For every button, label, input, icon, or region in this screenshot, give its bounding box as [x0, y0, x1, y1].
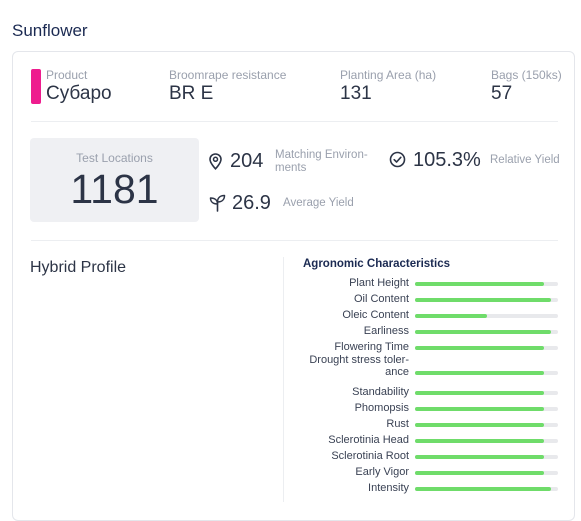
- matching-environments-value: 204: [230, 150, 264, 172]
- trait-bar-track: [415, 391, 558, 395]
- trait-bar-fill: [415, 346, 544, 350]
- trait-label: Rust: [386, 418, 409, 430]
- trait-label: Plant Height: [349, 277, 409, 289]
- stats-divider: [31, 240, 558, 241]
- trait-label: Standability: [352, 386, 409, 398]
- trait-label: Sclerotinia Root: [331, 450, 409, 462]
- trait-bar-track: [415, 487, 558, 491]
- agronomic-title: Agronomic Characteristics: [303, 258, 450, 270]
- check-circle-icon: [389, 151, 406, 168]
- section-divider: [283, 257, 284, 502]
- location-pin-icon: [209, 153, 222, 170]
- trait-bar-track: [415, 282, 558, 286]
- product-accent-bar: [31, 69, 41, 104]
- trait-bar-fill: [415, 391, 544, 395]
- trait-bar-fill: [415, 371, 544, 375]
- trait-bar-fill: [415, 455, 544, 459]
- trait-bar-track: [415, 439, 558, 443]
- test-locations-label: Test Locations: [76, 151, 153, 165]
- trait-bar-track: [415, 371, 558, 375]
- test-locations-box: Test Locations 1181: [30, 138, 199, 222]
- trait-label-line2: ance: [385, 366, 409, 378]
- trait-label: Phomopsis: [354, 402, 409, 414]
- hybrid-profile-title: Hybrid Profile: [30, 259, 127, 276]
- trait-label: Earliness: [363, 325, 409, 337]
- trait-bar-track: [415, 330, 558, 334]
- trait-bar-fill: [415, 282, 544, 286]
- page-title: Sunflower: [12, 21, 88, 40]
- trait-bar-track: [415, 471, 558, 475]
- matching-environments-label-line2: ments: [275, 162, 307, 174]
- trait-bar-fill: [415, 423, 544, 427]
- trait-bar-track: [415, 314, 558, 318]
- trait-label: Early Vigor: [355, 466, 409, 478]
- trait-bar-fill: [415, 330, 551, 334]
- trait-label: Intensity: [368, 482, 409, 494]
- sprout-icon: [209, 194, 226, 212]
- average-yield-value: 26.9: [232, 192, 271, 214]
- trait-label: Drought stress toler-ance: [303, 354, 409, 378]
- trait-bar-track: [415, 455, 558, 459]
- trait-bar-track: [415, 407, 558, 411]
- planting-area-label: Planting Area (ha): [340, 68, 437, 82]
- trait-label: Sclerotinia Head: [328, 434, 409, 446]
- test-locations-value: 1181: [70, 166, 159, 212]
- planting-area-value: 131: [340, 83, 372, 104]
- matching-environments-label-line1: Matching Environ-: [275, 149, 368, 161]
- relative-yield-label: Relative Yield: [490, 154, 560, 166]
- trait-label: Oleic Content: [342, 309, 409, 321]
- product-label: Product: [46, 68, 88, 82]
- trait-bar-fill: [415, 407, 544, 411]
- trait-bar-track: [415, 346, 558, 350]
- trait-bar-fill: [415, 298, 551, 302]
- relative-yield-value: 105.3%: [413, 149, 481, 171]
- trait-label: Oil Content: [353, 293, 409, 305]
- bags-value: 57: [491, 83, 513, 104]
- product-value: Субаро: [46, 83, 112, 104]
- broomrape-label: Broomrape resistance: [169, 68, 287, 82]
- trait-bar-track: [415, 298, 558, 302]
- trait-label: Flowering Time: [334, 341, 409, 353]
- broomrape-value: BR E: [169, 83, 214, 104]
- average-yield-label: Average Yield: [283, 197, 354, 209]
- trait-bar-fill: [415, 487, 551, 491]
- trait-bar-track: [415, 423, 558, 427]
- hybrid-card: Product Субаро Broomrape resistance BR E…: [12, 51, 575, 521]
- bags-label: Bags (150ks): [491, 68, 562, 82]
- trait-label-line1: Drought stress toler-: [309, 354, 409, 366]
- trait-bar-fill: [415, 314, 487, 318]
- trait-bar-fill: [415, 439, 544, 443]
- header-divider: [31, 121, 558, 122]
- trait-bar-fill: [415, 471, 544, 475]
